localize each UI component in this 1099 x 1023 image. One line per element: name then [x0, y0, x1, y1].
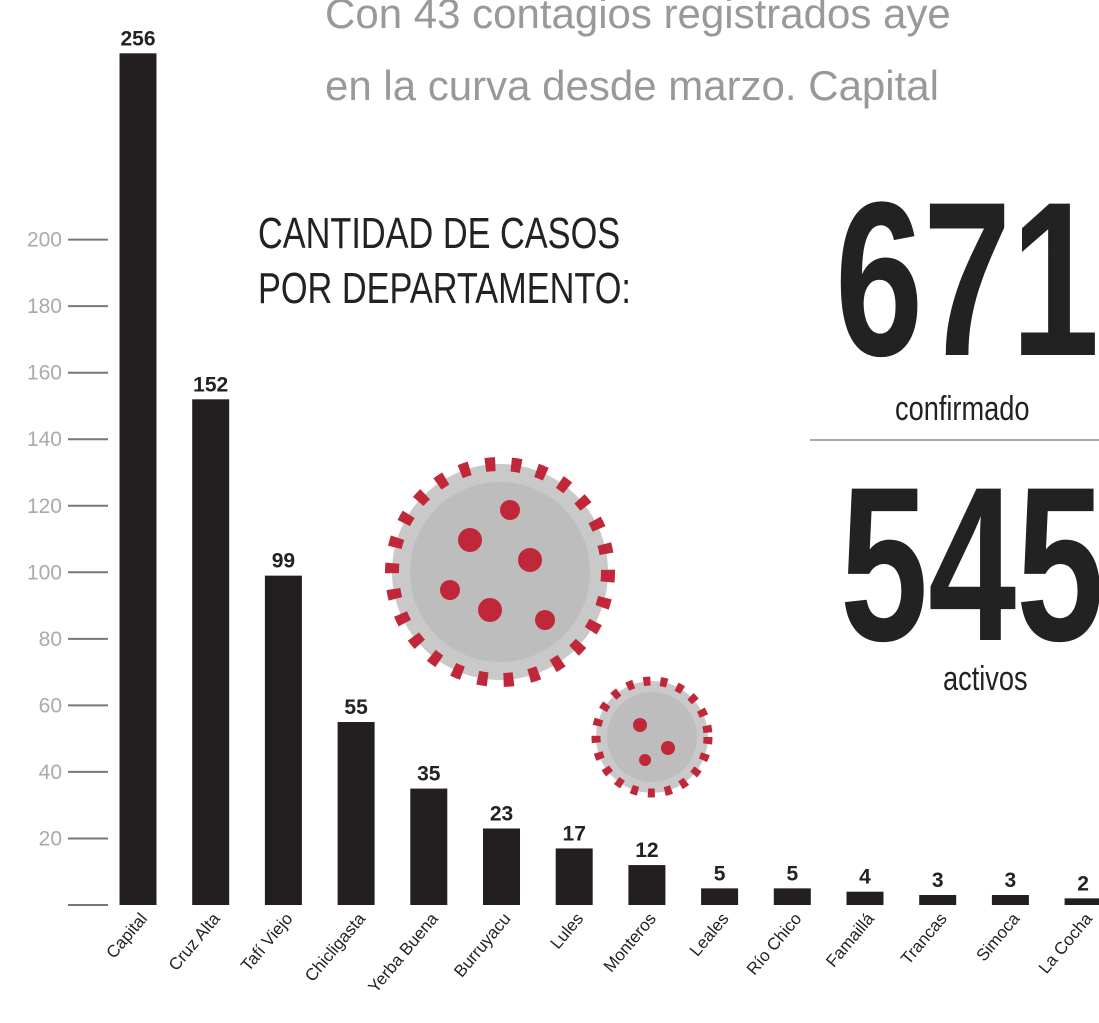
- x-tick-label: Simoca: [972, 909, 1023, 965]
- value-label: 3: [1005, 869, 1017, 892]
- bar: [701, 888, 738, 905]
- y-tick-label: 80: [39, 628, 62, 651]
- value-label: 12: [635, 839, 658, 862]
- value-label: 256: [120, 27, 155, 50]
- virus-illustration: [596, 681, 708, 793]
- value-label: 152: [193, 373, 228, 396]
- bar: [265, 576, 302, 905]
- y-tick-label: 20: [39, 827, 62, 850]
- x-tick-label: Lules: [547, 909, 588, 952]
- value-label: 99: [272, 550, 295, 573]
- bar: [774, 888, 811, 905]
- bar: [120, 53, 157, 905]
- bar: [847, 892, 884, 905]
- x-tick-label: Famaillá: [822, 909, 878, 971]
- value-label: 3: [932, 869, 944, 892]
- value-label: 35: [417, 763, 441, 786]
- value-label: 5: [786, 862, 798, 885]
- value-label: 5: [714, 862, 726, 885]
- x-tick-label: Río Chico: [743, 909, 806, 978]
- chart-title: POR DEPARTAMENTO:: [258, 264, 631, 313]
- y-tick-label: 120: [27, 495, 62, 518]
- y-tick-label: 160: [27, 362, 62, 385]
- value-label: 2: [1077, 872, 1089, 895]
- virus-illustration: [392, 464, 608, 680]
- x-tick-label: Capital: [102, 909, 151, 962]
- bar: [192, 399, 229, 905]
- bar: [483, 828, 520, 905]
- bar: [1065, 898, 1099, 905]
- active-number: 545: [840, 440, 1099, 687]
- x-tick-label: Yerba Buena: [365, 909, 443, 996]
- chart: Con 43 contagios registrados aye en la c…: [0, 0, 1099, 1023]
- x-tick-label: Leales: [686, 909, 733, 960]
- bar: [919, 895, 956, 905]
- value-label: 17: [563, 822, 586, 845]
- confirmed-label: confirmado: [895, 389, 1029, 428]
- lead-line: en la curva desde marzo. Capital: [325, 62, 939, 109]
- bar: [628, 865, 665, 905]
- chart-title: CANTIDAD DE CASOS: [258, 209, 620, 258]
- y-tick-label: 60: [39, 694, 62, 717]
- y-tick-label: 140: [27, 428, 62, 451]
- y-tick-label: 180: [27, 295, 62, 318]
- bar: [992, 895, 1029, 905]
- x-tick-label: Tafí Viejo: [237, 909, 296, 975]
- lead-line: Con 43 contagios registrados aye: [325, 0, 951, 37]
- bar: [338, 722, 375, 905]
- bar: [556, 848, 593, 905]
- y-tick-label: 40: [39, 761, 62, 784]
- x-tick-label: Burruyacu: [450, 909, 514, 981]
- x-tick-label: Trancas: [897, 909, 951, 968]
- bar: [410, 789, 447, 905]
- x-tick-label: La Cocha: [1035, 909, 1097, 977]
- value-label: 23: [490, 802, 513, 825]
- x-tick-label: Cruz Alta: [165, 909, 224, 974]
- y-tick-label: 200: [27, 229, 62, 252]
- x-tick-label: Monteros: [600, 909, 660, 976]
- x-tick-label: Chicligasta: [301, 909, 369, 985]
- y-tick-label: 100: [27, 561, 62, 584]
- confirmed-number: 671: [835, 155, 1099, 402]
- active-label: activos: [943, 659, 1028, 698]
- value-label: 4: [859, 866, 871, 889]
- value-label: 55: [344, 696, 368, 719]
